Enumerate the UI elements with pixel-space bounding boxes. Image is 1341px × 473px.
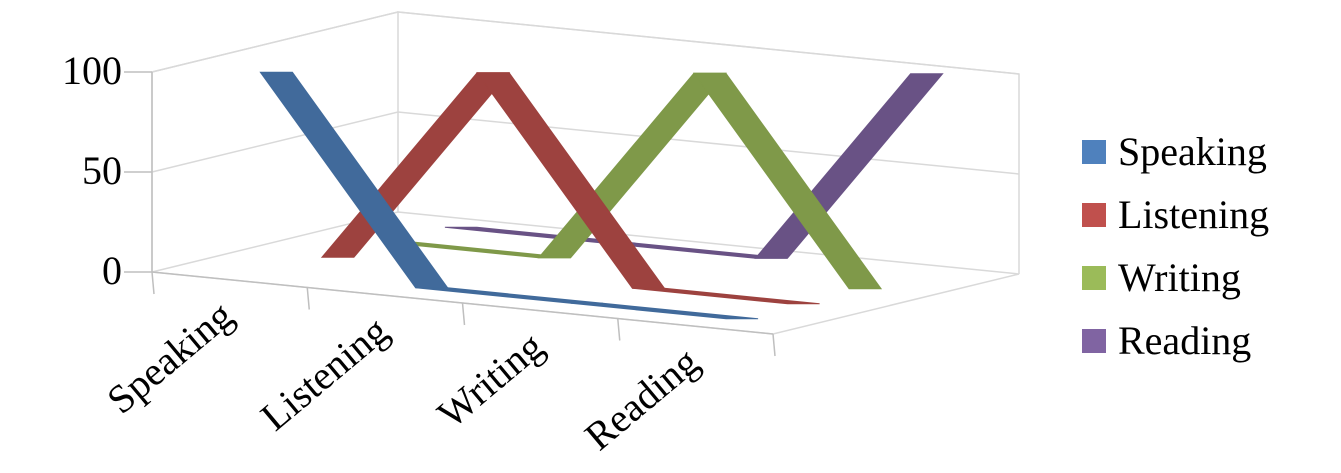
legend-swatch [1082, 329, 1106, 353]
x-tick-label: Speaking [98, 292, 241, 422]
series-segment [692, 72, 883, 290]
legend-label: Listening [1118, 192, 1269, 237]
legend-item-speaking: Speaking [1082, 129, 1267, 174]
legend-label: Writing [1118, 255, 1241, 300]
legend-item-writing: Writing [1082, 255, 1241, 300]
legend-item-reading: Reading [1082, 318, 1251, 363]
x-tick-mark [772, 333, 776, 357]
x-tick-label: Listening [252, 308, 397, 440]
series-speaking-line [259, 71, 759, 320]
legend-swatch [1082, 266, 1106, 290]
x-tick-mark [617, 318, 621, 341]
x-tick-mark [461, 302, 466, 326]
x-tick-label: Reading [576, 339, 707, 459]
x-tick-label: Writing [429, 323, 552, 436]
legend-item-listening: Listening [1082, 192, 1269, 237]
y-tick-label: 50 [82, 148, 122, 193]
gridline [151, 111, 1020, 175]
y-axis-ticks: 0 50 100 [62, 48, 152, 293]
legend-label: Speaking [1118, 129, 1267, 174]
legend-swatch [1082, 140, 1106, 164]
x-tick-mark [151, 271, 155, 295]
series-segment [570, 302, 759, 320]
y-tick-label: 100 [62, 48, 122, 93]
gridline [151, 11, 1020, 75]
legend-label: Reading [1118, 318, 1251, 363]
y-tick-label: 0 [102, 248, 122, 293]
series-segment [632, 287, 820, 305]
chart-frame [151, 11, 1020, 335]
legend-swatch [1082, 203, 1106, 227]
legend: Speaking Listening Writing Reading [1082, 129, 1269, 363]
x-tick-mark [306, 287, 310, 310]
plot-area [259, 71, 944, 320]
